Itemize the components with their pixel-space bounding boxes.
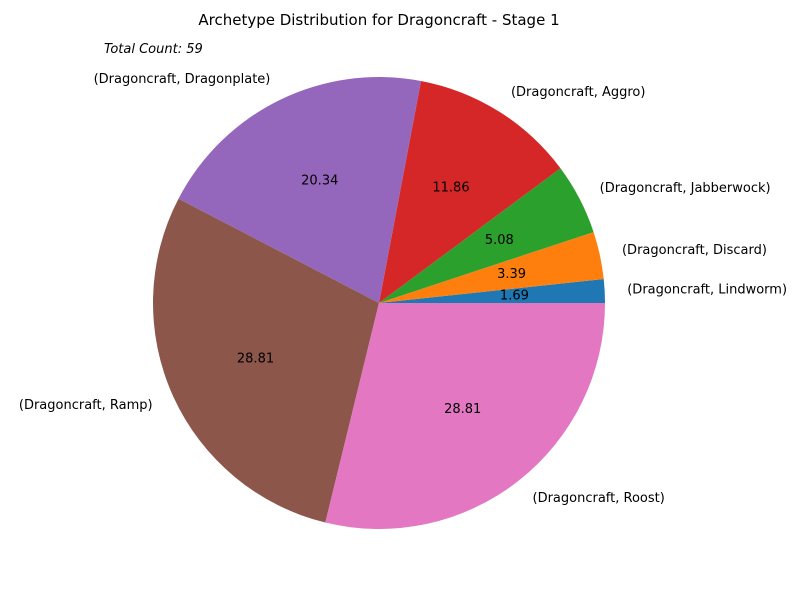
- pie-percent-label: 20.34: [301, 174, 338, 189]
- pie-slice-dragoncraft-roost: [325, 303, 605, 529]
- pie-category-label: (Dragoncraft, Discard): [622, 243, 767, 258]
- total-count-annotation: Total Count: 59: [104, 42, 203, 57]
- pie-percent-label: 1.69: [500, 288, 529, 303]
- pie-slice-dragoncraft-aggro: [379, 80, 561, 303]
- pie-percent-label: 28.81: [237, 352, 274, 367]
- pie-category-label: (Dragoncraft, Dragonplate): [94, 72, 271, 87]
- pie-percent-label: 11.86: [432, 181, 469, 196]
- pie-category-label: (Dragoncraft, Aggro): [511, 85, 646, 100]
- pie-percent-label: 28.81: [444, 402, 481, 417]
- pie-slice-dragoncraft-jabberwock: [379, 168, 594, 303]
- pie-slice-dragoncraft-dragonplate: [178, 77, 422, 304]
- pie-category-label: (Dragoncraft, Ramp): [19, 398, 153, 413]
- pie-slice-dragoncraft-discard: [379, 232, 604, 303]
- pie-percent-label: 5.08: [485, 233, 514, 248]
- pie-category-label: (Dragoncraft, Roost): [533, 491, 665, 506]
- pie-percent-labels: 1.69 3.39 5.08 11.86 20.34 28.81 28.81: [237, 174, 529, 418]
- pie-slice-dragoncraft-lindworm: [379, 279, 605, 303]
- pie-slice-dragoncraft-ramp: [153, 198, 379, 523]
- pie-category-label: (Dragoncraft, Lindworm): [627, 282, 787, 297]
- pie-percent-label: 3.39: [497, 267, 526, 282]
- pie-slices: [153, 77, 605, 529]
- pie-category-labels: (Dragoncraft, Lindworm) (Dragoncraft, Dis…: [19, 72, 787, 506]
- pie-category-label: (Dragoncraft, Jabberwock): [600, 181, 771, 196]
- chart-title: Archetype Distribution for Dragoncraft -…: [198, 11, 559, 29]
